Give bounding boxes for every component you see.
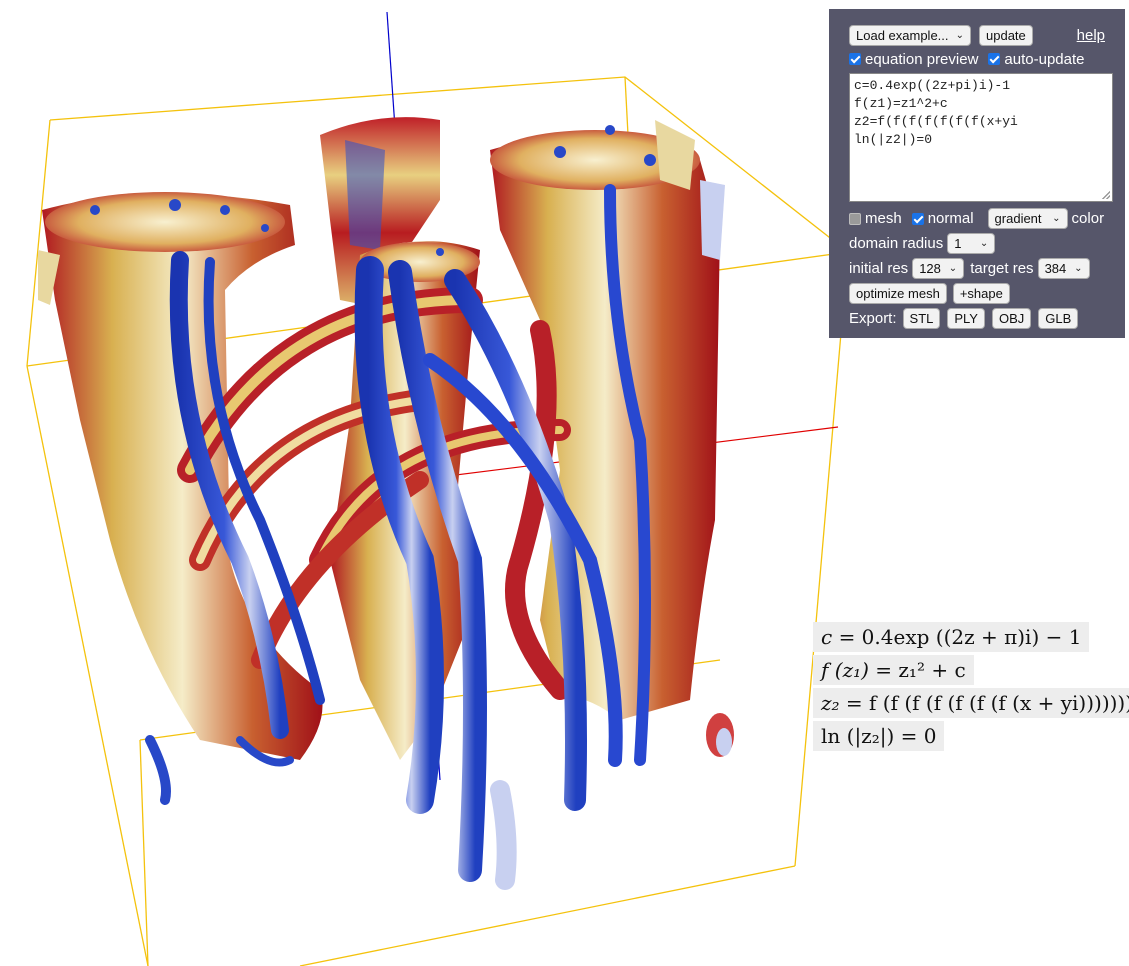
add-shape-button[interactable]: +shape <box>952 283 1010 304</box>
domain-radius-select-value: 1 <box>954 236 962 251</box>
chevron-down-icon: ⌄ <box>1052 213 1061 224</box>
load-example-select[interactable]: Load example... ⌄ <box>849 25 971 46</box>
preview-rhs: = 0 <box>900 724 937 748</box>
equation-preview-label: equation preview <box>865 50 979 68</box>
preview-line-2: f (z₁) = z₁² + c <box>813 655 974 685</box>
chevron-down-icon: ⌄ <box>1074 263 1083 274</box>
auto-update-checkbox[interactable] <box>988 53 1001 65</box>
equation-preview: c = 0.4exp ((2z + π)i) − 1 f (z₁) = z₁² … <box>813 622 1129 754</box>
color-mode-select-value: gradient <box>994 211 1042 226</box>
preview-lhs: c <box>821 625 833 649</box>
initial-res-select-value: 128 <box>919 261 941 276</box>
equation-line: f(z1)=z1^2+c <box>854 96 948 111</box>
equation-line: z2=f(f(f(f(f(f(f(x+yi <box>854 114 1018 129</box>
chevron-down-icon: ⌄ <box>979 238 989 249</box>
preview-lhs: ln (|z₂|) <box>821 724 895 748</box>
initial-res-select[interactable]: 128 ⌄ <box>912 258 965 279</box>
domain-radius-label: domain radius <box>849 235 944 252</box>
auto-update-label: auto-update <box>1004 50 1085 68</box>
export-stl-button[interactable]: STL <box>902 308 941 329</box>
equation-preview-checkbox[interactable] <box>849 53 861 65</box>
help-link[interactable]: help <box>1076 27 1105 44</box>
chevron-down-icon: ⌄ <box>955 30 964 41</box>
preview-lhs: z₂ <box>821 691 840 715</box>
preview-line-3: z₂ = f (f (f (f (f (f (f (x + yi))))))) <box>813 688 1129 718</box>
preview-lhs: f (z₁) <box>821 658 869 682</box>
equation-line: ln(|z2|)=0 <box>854 132 933 147</box>
equation-line: c=0.4exp((2z+pi)i)-1 <box>854 78 1011 93</box>
load-example-select-value: Load example... <box>856 28 949 43</box>
update-button[interactable]: update <box>979 25 1033 46</box>
target-res-select-value: 384 <box>1044 261 1067 276</box>
preview-rhs: = f (f (f (f (f (f (f (x + yi))))))) <box>845 691 1129 715</box>
resize-grip-icon[interactable] <box>1102 191 1110 199</box>
export-label: Export: <box>849 310 897 327</box>
equation-textarea[interactable]: c=0.4exp((2z+pi)i)-1 f(z1)=z1^2+c z2=f(f(f… <box>849 73 1113 202</box>
export-glb-button[interactable]: GLB <box>1038 308 1079 329</box>
optimize-mesh-button[interactable]: optimize mesh <box>849 283 947 304</box>
normal-label: normal <box>927 210 974 227</box>
export-ply-button[interactable]: PLY <box>947 308 985 329</box>
domain-radius-select[interactable]: 1 ⌄ <box>947 233 996 254</box>
fractal-surface <box>38 117 734 890</box>
preview-line-1: c = 0.4exp ((2z + π)i) − 1 <box>813 622 1090 652</box>
color-label: color <box>1071 210 1105 227</box>
normal-checkbox[interactable] <box>911 212 924 225</box>
mesh-checkbox[interactable] <box>849 212 861 225</box>
preview-rhs: = 0.4exp ((2z + π)i) − 1 <box>838 625 1082 649</box>
color-mode-select[interactable]: gradient ⌄ <box>987 208 1068 229</box>
target-res-label: target res <box>970 260 1034 277</box>
mesh-label: mesh <box>865 210 902 227</box>
chevron-down-icon: ⌄ <box>948 263 958 274</box>
target-res-select[interactable]: 384 ⌄ <box>1037 258 1090 279</box>
preview-rhs: = z₁² + c <box>875 658 966 682</box>
export-obj-button[interactable]: OBJ <box>991 308 1032 329</box>
initial-res-label: initial res <box>849 260 909 277</box>
preview-line-4: ln (|z₂|) = 0 <box>813 721 945 751</box>
control-panel: Load example... ⌄ update help equation p… <box>829 9 1125 338</box>
